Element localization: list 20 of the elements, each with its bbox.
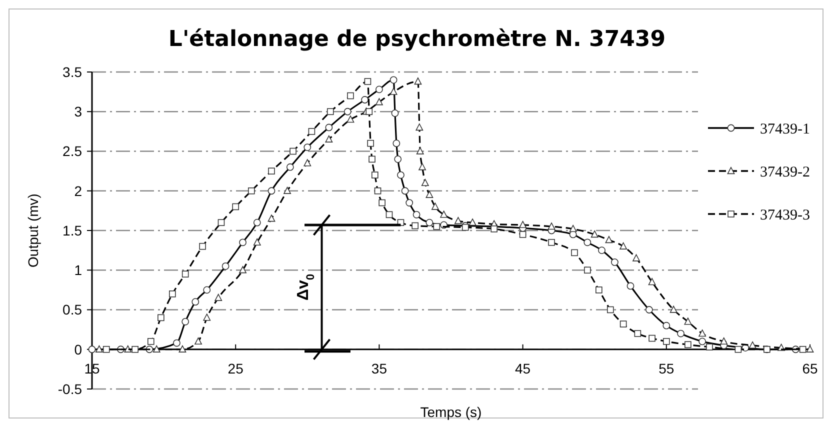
y-tick-label: 3.5 [62,64,82,80]
legend-label: 37439-1 [760,121,810,138]
y-tick-label: -0.5 [58,380,82,397]
x-tick-label: 35 [371,360,388,376]
y-tick-label: 0 [74,341,82,358]
y-tick-label: 0.5 [62,302,82,318]
y-axis-title: Output (mv) [25,194,41,268]
y-tick-label: 1.5 [62,222,82,238]
x-tick-label: 55 [658,360,674,376]
y-tick-label: 2 [74,182,82,199]
chart-title: L'étalonnage de psychromètre N. 37439 [168,27,666,52]
x-axis-title: Temps (s) [420,404,482,420]
x-tick-label: 45 [515,360,531,376]
y-tick-label: 3 [74,104,82,120]
x-tick-label: 65 [802,360,818,376]
y-tick-label: 2.5 [62,143,82,160]
legend-label: 37439-3 [760,207,810,224]
y-tick-label: 1 [74,262,82,278]
legend-label: 37439-2 [760,164,810,180]
x-tick-label: 25 [228,360,244,376]
